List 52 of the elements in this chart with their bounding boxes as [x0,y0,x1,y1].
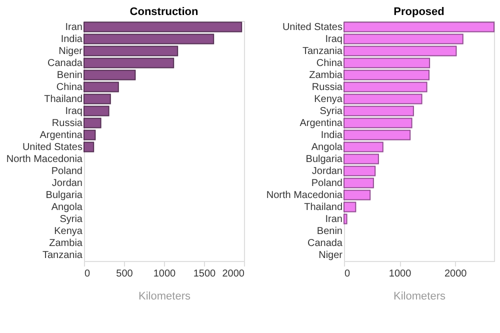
y-tick-label: Argentina [40,130,83,141]
y-tick-label: Benin [316,226,342,237]
y-tick-label: Zambia [309,70,343,81]
x-tick-label: 1000 [153,268,176,280]
x-tick-label: 0 [344,268,350,280]
x-axis-title: Kilometers [394,290,446,302]
y-tick-label: United States [22,142,82,153]
y-tick-label: China [56,82,83,93]
x-tick-label: 1000 [388,268,412,280]
x-tick-label: 1500 [193,268,216,280]
y-tick-label: Jordan [312,166,342,177]
y-tick-label: Angola [51,202,83,213]
y-tick-label: Poland [311,178,342,189]
y-tick-label: Kenya [314,94,343,105]
y-tick-label: Benin [56,70,82,81]
y-tick-label: Niger [58,46,84,57]
x-tick-label: 500 [116,268,134,280]
y-tick-label: Angola [311,142,343,153]
y-tick-label: Russia [312,82,343,93]
y-tick-label: Kenya [54,226,83,237]
y-tick-label: Iraq [65,106,82,117]
y-tick-label: North Macedonia [266,190,343,201]
x-tick-label: 2000 [444,268,468,280]
x-tick-label: 0 [84,268,90,280]
y-tick-label: Thailand [304,202,342,213]
x-tick-label: 2000 [222,268,245,280]
y-tick-label: Syria [60,214,83,225]
y-tick-label: Tanzania [302,46,343,57]
y-tick-label: China [316,58,343,69]
y-tick-label: Syria [320,106,343,117]
y-tick-label: Bulgaria [306,154,343,165]
y-tick-label: Poland [51,166,82,177]
y-tick-label: Iran [65,22,82,33]
y-tick-label: India [320,130,343,141]
y-tick-label: Iraq [325,34,342,45]
y-tick-label: Canada [307,238,343,249]
chart-title: Construction [130,6,198,18]
y-tick-label: Jordan [52,178,82,189]
y-tick-label: Zambia [49,238,83,249]
y-tick-label: Canada [47,58,83,69]
chart-title: Proposed [394,6,444,18]
y-tick-label: Argentina [300,118,343,129]
y-tick-label: India [60,34,83,45]
y-tick-label: United States [282,22,342,33]
x-axis-title: Kilometers [138,290,191,302]
y-tick-label: Thailand [44,94,82,105]
y-tick-label: Tanzania [42,250,83,261]
y-tick-label: North Macedonia [6,154,83,165]
y-tick-label: Iran [325,214,342,225]
y-tick-label: Niger [318,250,344,261]
y-tick-label: Bulgaria [46,190,83,201]
y-tick-label: Russia [52,118,83,129]
